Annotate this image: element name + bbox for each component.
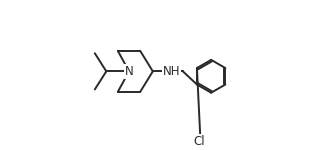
Text: Cl: Cl [194,135,205,148]
Text: NH: NH [163,65,180,78]
Text: N: N [125,65,133,78]
